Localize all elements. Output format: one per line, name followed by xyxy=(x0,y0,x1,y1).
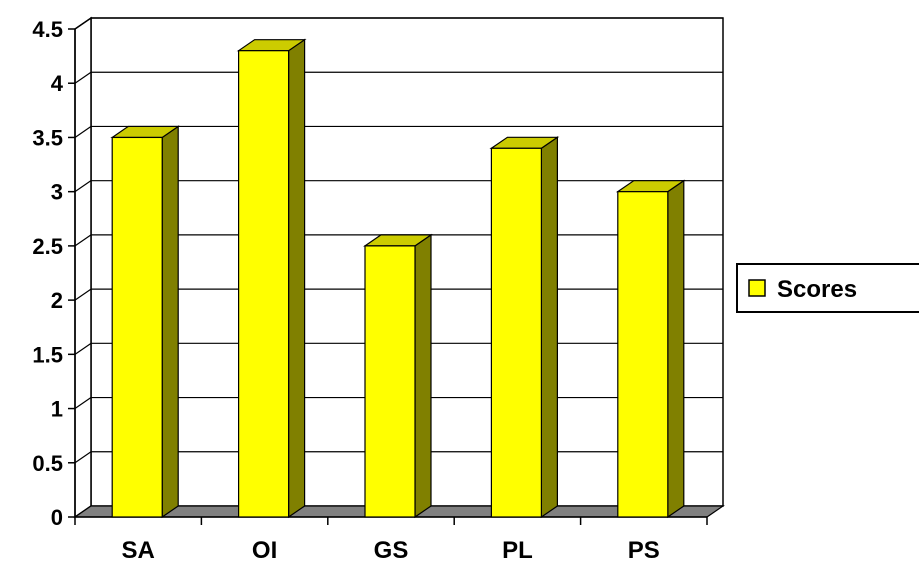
legend-swatch xyxy=(748,279,766,297)
bars xyxy=(110,38,686,519)
gridline-side xyxy=(74,451,92,464)
x-axis-category-labels: SA OI GS PL PS xyxy=(122,537,660,561)
legend-label: Scores xyxy=(777,276,857,303)
y-axis-tick-labels: 0 0.5 1 1.5 2 2.5 3 3.5 4 4.5 xyxy=(32,17,63,530)
bar-front xyxy=(111,136,163,518)
bar-front xyxy=(617,191,669,518)
legend-box xyxy=(736,263,919,313)
bar-front xyxy=(238,50,290,518)
bar-side xyxy=(540,136,559,519)
gridline-side xyxy=(74,180,92,193)
y-tick-label: 2.5 xyxy=(32,234,63,259)
y-tick-label: 3.5 xyxy=(32,125,63,150)
gridline-side xyxy=(74,288,92,301)
y-tick-label: 0 xyxy=(51,505,63,530)
legend: Scores xyxy=(736,263,919,313)
x-category-label-sa: SA xyxy=(122,537,155,561)
y-tick-label: 1 xyxy=(51,397,63,422)
gridline-side xyxy=(74,17,92,30)
side-wall xyxy=(74,16,92,519)
x-category-label-pl: PL xyxy=(502,537,533,561)
bar-pl xyxy=(489,136,560,519)
bar-front xyxy=(490,147,542,518)
y-tick-label: 0.5 xyxy=(32,451,63,476)
gridline-side xyxy=(74,234,92,247)
bar-side xyxy=(288,38,306,519)
x-category-label-gs: GS xyxy=(374,537,409,561)
gridline-side xyxy=(74,71,92,84)
bar-sa xyxy=(110,125,181,519)
x-category-label-ps: PS xyxy=(628,537,660,561)
bar-gs xyxy=(363,233,433,519)
x-category-label-oi: OI xyxy=(252,537,277,561)
gridline-side xyxy=(74,397,92,410)
gridline-side xyxy=(74,342,92,355)
bar-side xyxy=(414,233,432,519)
bar-side xyxy=(161,125,179,519)
y-tick-label: 3 xyxy=(51,180,63,205)
bar-oi xyxy=(236,38,307,519)
y-tick-label: 4.5 xyxy=(32,17,63,42)
bar-front xyxy=(364,245,416,518)
y-tick-label: 1.5 xyxy=(32,342,63,367)
bar-side xyxy=(667,179,685,519)
gridline-side xyxy=(74,125,92,138)
y-tick-label: 2 xyxy=(51,288,63,313)
bar-ps xyxy=(615,179,686,519)
y-tick-label: 4 xyxy=(51,71,64,96)
